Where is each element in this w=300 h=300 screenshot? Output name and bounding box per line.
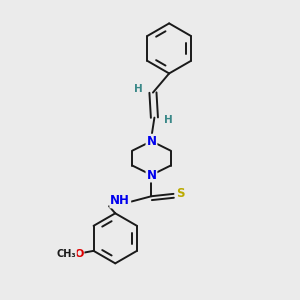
Text: CH₃: CH₃: [57, 249, 76, 259]
Text: H: H: [134, 84, 143, 94]
Text: NH: NH: [110, 194, 130, 207]
Text: H: H: [164, 115, 173, 125]
Text: S: S: [176, 188, 184, 200]
Text: O: O: [74, 249, 83, 259]
Text: N: N: [146, 135, 157, 148]
Text: N: N: [146, 169, 157, 182]
